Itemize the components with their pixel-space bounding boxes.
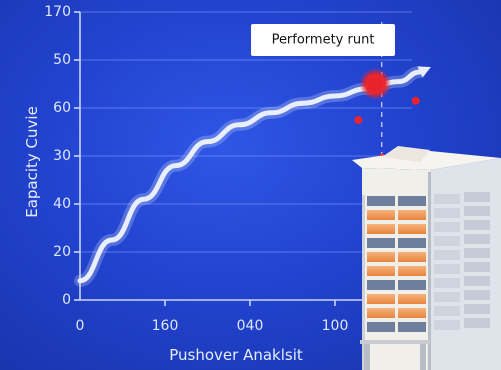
building-window — [434, 236, 460, 246]
building-window — [367, 210, 395, 220]
building-window — [434, 222, 460, 232]
building-window — [464, 234, 490, 244]
building-window — [434, 264, 460, 274]
y-tick-label: 20 — [53, 244, 71, 260]
building-window — [398, 308, 426, 318]
y-tick-label: 170 — [44, 4, 71, 20]
annotation-callout: Performety runt — [251, 24, 395, 56]
y-tick-label: 40 — [53, 196, 71, 212]
callout-text: Performety runt — [272, 33, 375, 48]
building-window — [434, 194, 460, 204]
building-window — [434, 278, 460, 288]
building-window — [464, 304, 490, 314]
building-window — [398, 294, 426, 304]
building-window — [464, 318, 490, 328]
building-window — [398, 196, 426, 206]
building-window — [464, 220, 490, 230]
building-windows — [367, 192, 490, 332]
x-tick-label: 160 — [152, 318, 179, 334]
building-window — [367, 280, 395, 290]
y-tick-label: 0 — [62, 292, 71, 308]
x-tick-label: 0 — [76, 318, 85, 334]
building-window — [367, 294, 395, 304]
building-window — [398, 224, 426, 234]
building-window — [434, 320, 460, 330]
building-window — [398, 322, 426, 332]
building-window — [367, 196, 395, 206]
data-point — [411, 96, 420, 105]
building-window — [464, 262, 490, 272]
y-tick-label: 60 — [53, 100, 71, 116]
building-window — [398, 210, 426, 220]
performance-point — [367, 76, 384, 92]
building-window — [464, 290, 490, 300]
x-tick-label: 100 — [322, 318, 349, 334]
building-window — [434, 208, 460, 218]
building-window — [367, 238, 395, 248]
data-point — [354, 116, 363, 124]
building-window — [367, 322, 395, 332]
building-window — [398, 266, 426, 276]
building-window — [464, 206, 490, 216]
callout-box — [251, 24, 395, 56]
building-window — [367, 224, 395, 234]
y-tick-label: 30 — [53, 148, 71, 164]
y-tick-labels: 170 50 60 30 40 20 0 — [44, 4, 80, 308]
building-window — [464, 192, 490, 202]
building-window — [464, 276, 490, 286]
building-window — [398, 280, 426, 290]
building-window — [367, 252, 395, 262]
building-window — [398, 238, 426, 248]
building-window — [398, 252, 426, 262]
y-axis-title: Eapacity Cuvie — [23, 106, 41, 218]
curve-arrowhead — [417, 66, 431, 78]
building-window — [434, 292, 460, 302]
building-window — [434, 306, 460, 316]
y-tick-label: 50 — [53, 52, 71, 68]
building-window — [367, 266, 395, 276]
building-window — [367, 308, 395, 318]
x-axis-title: Pushover Anaklsit — [169, 346, 303, 364]
x-tick-label: 040 — [237, 318, 264, 334]
building-icon — [352, 146, 501, 370]
building-window — [434, 250, 460, 260]
building-window — [464, 248, 490, 258]
